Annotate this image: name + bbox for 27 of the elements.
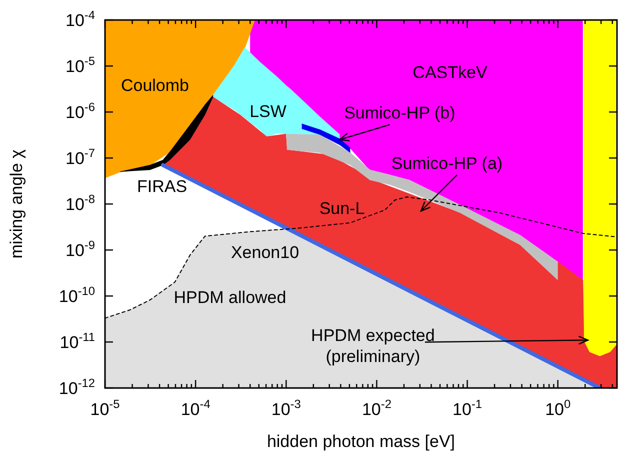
annotation: HPDM expected (preliminary) [311,326,435,366]
y-tick-label: 10$^{-10}$ [58,284,96,306]
annotation: CASTkeV [412,63,488,82]
x-tick-label: 10$^{-4}$ [180,397,211,419]
x-axis-title: hidden photon mass [eV] [266,432,456,451]
y-tick-label: 10$^{-7}$ [66,146,96,168]
y-tick-label: 10$^{-6}$ [66,100,96,122]
y-tick-label: 10$^{-9}$ [66,238,96,260]
annotation: Sumico-HP (b) [344,104,456,123]
annotation: Sun-L [319,199,365,218]
y-tick-label: 10$^{-8}$ [66,192,96,214]
annotation: LSW [250,102,286,121]
y-tick-label: 10$^{-12}$ [58,376,96,398]
x-tick-label: 10$^{0}$ [545,397,571,419]
x-tick-label: 10$^{-1}$ [452,397,482,419]
y-tick-label: 10$^{-4}$ [66,8,96,30]
annotation: Xenon10 [230,243,300,262]
annotation: FIRAS [136,177,188,196]
annotation: Coulomb [120,76,190,95]
annotation: Sumico-HP (a) [391,154,503,173]
y-tick-label: 10$^{-11}$ [60,330,96,352]
annotation: HPDM allowed [174,288,286,307]
y-axis-title: mixing angle χ [7,149,26,259]
y-tick-label: 10$^{-5}$ [66,54,96,76]
x-tick-label: 10$^{-2}$ [362,397,392,419]
x-tick-label: 10$^{-3}$ [271,397,302,419]
x-tick-label: 10$^{-5}$ [90,397,120,419]
